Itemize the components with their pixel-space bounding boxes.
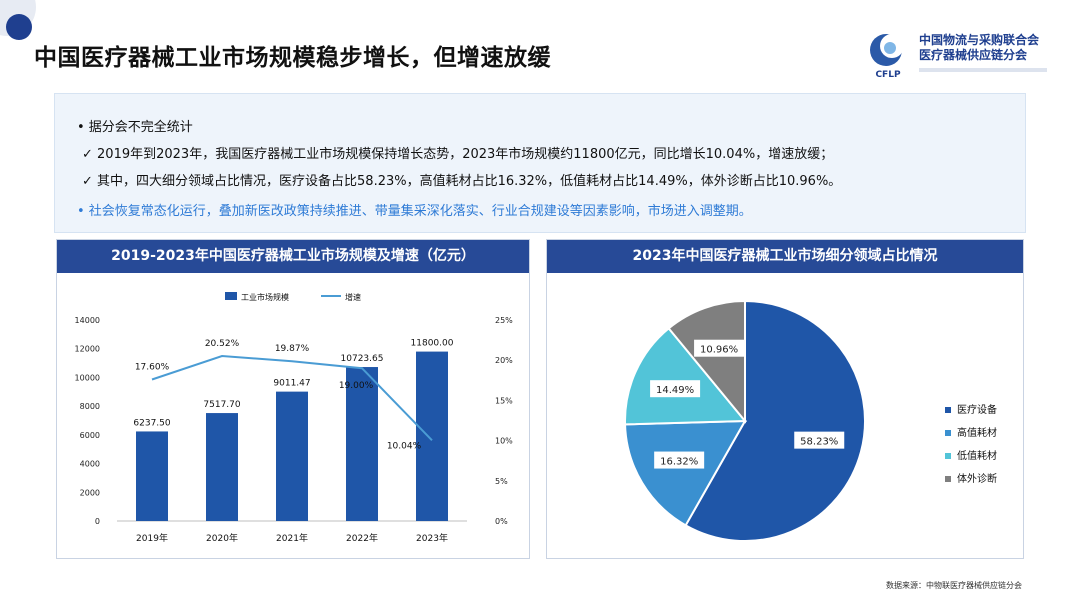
pie-value-label-bg [654,451,705,469]
legend-label: 医疗设备 [957,403,997,416]
y-right-tick: 15% [495,396,513,405]
legend-swatch [945,476,951,482]
line-value-label: 20.52% [205,339,240,349]
pie-slice [624,419,747,527]
page-title: 中国医疗器械工业市场规模稳步增长，但增速放缓 [34,45,551,71]
pie-value-label: 16.32% [660,457,698,468]
y-right-tick: 20% [495,356,513,365]
summary-bullet-2: • 社会恢复常态化运行，叠加新医改政策持续推进、带量集采深化落实、行业合规建设等… [77,204,752,219]
pie-slice [684,299,866,542]
logo-divider [919,68,1047,72]
line-value-label: 19.00% [339,381,374,391]
line-value-label: 17.60% [135,362,170,372]
data-source-note: 数据来源：中物联医疗器械供应链分会 [886,581,1022,590]
summary-box: • 据分会不完全统计 ✓ 2019年到2023年，我国医疗器械工业市场规模保持增… [54,93,1026,233]
legend-label: 高值耗材 [957,426,997,439]
growth-line [151,355,433,441]
y-left-tick: 4000 [80,460,100,469]
legend-label: 低值耗材 [957,449,997,462]
line-value-label: 19.87% [275,344,310,354]
y-left-tick: 14000 [75,316,100,325]
pie-value-label: 14.49% [656,385,694,396]
legend-line-label: 增速 [345,292,361,302]
bar-line-chart-panel: 2019-2023年中国医疗器械工业市场规模及增速（亿元） 0 2000 4000 6… [56,239,530,559]
pie-value-label-bg [794,431,845,449]
pie-value-label-bg [650,380,701,398]
x-tick-label: 2023年 [416,532,448,544]
legend-swatch [945,453,951,459]
cflp-logo-icon: CFLP [870,34,904,80]
y-left-tick: 0 [95,517,100,526]
legend-bar-label: 工业市场规模 [241,292,289,302]
x-tick-label: 2019年 [136,532,168,544]
bar-value-label: 10723.65 [341,354,384,364]
pie-value-label: 58.23% [800,437,838,448]
logo-line-2: 医疗器械供应链分会 [919,48,1028,62]
bar [346,367,378,521]
logo-abbr: CFLP [875,70,900,80]
bar-line-chart: 0 2000 4000 6000 8000 10000 12000 14000 0% 5% 10% 1… [75,292,513,544]
logo-line-1: 中国物流与采购联合会 [919,33,1040,47]
y-left-tick: 6000 [80,431,100,440]
pie-slice [624,326,748,426]
y-left-tick: 12000 [75,345,100,354]
line-value-label: 10.04% [387,441,422,451]
bar-value-label: 6237.50 [133,418,170,428]
bar-chart-title: 2019-2023年中国医疗器械工业市场规模及增速（亿元） [57,240,529,273]
y-right-tick: 10% [495,437,513,446]
pie-slice [667,299,746,424]
legend-swatch [945,430,951,436]
pie-value-label-bg [694,339,745,357]
legend-label: 体外诊断 [957,472,997,485]
summary-check-2: ✓ 其中，四大细分领域占比情况，医疗设备占比58.23%，高值耗材占比16.32… [82,174,842,189]
pie-value-label: 10.96% [700,345,738,356]
y-left-tick: 10000 [75,373,100,382]
bar [416,351,448,521]
y-left-tick: 8000 [80,402,100,411]
y-right-tick: 0% [495,517,508,526]
x-tick-label: 2021年 [276,532,308,544]
x-tick-label: 2020年 [206,532,238,544]
y-right-tick: 25% [495,316,513,325]
bar-value-label: 11800.00 [411,339,454,349]
corner-dot [6,14,32,40]
bar-value-label: 7517.70 [203,400,240,410]
bar [206,413,238,521]
y-right-tick: 5% [495,477,508,486]
bar [136,431,168,521]
x-tick-label: 2022年 [346,532,378,544]
bar-value-label: 9011.47 [273,379,310,389]
y-left-tick: 2000 [80,488,100,497]
summary-bullet-1: • 据分会不完全统计 [77,120,193,135]
legend-swatch [945,407,951,413]
bar [276,391,308,521]
legend-bar-swatch [225,292,237,300]
summary-check-1: ✓ 2019年到2023年，我国医疗器械工业市场规模保持增长态势，2023年市场… [82,147,834,162]
logo-text: 中国物流与采购联合会 医疗器械供应链分会 [919,33,1039,63]
pie-chart-panel: 2023年中国医疗器械工业市场细分领域占比情况 58.23% 16.32% 14.4… [546,239,1024,559]
pie-chart-title: 2023年中国医疗器械工业市场细分领域占比情况 [547,240,1023,273]
